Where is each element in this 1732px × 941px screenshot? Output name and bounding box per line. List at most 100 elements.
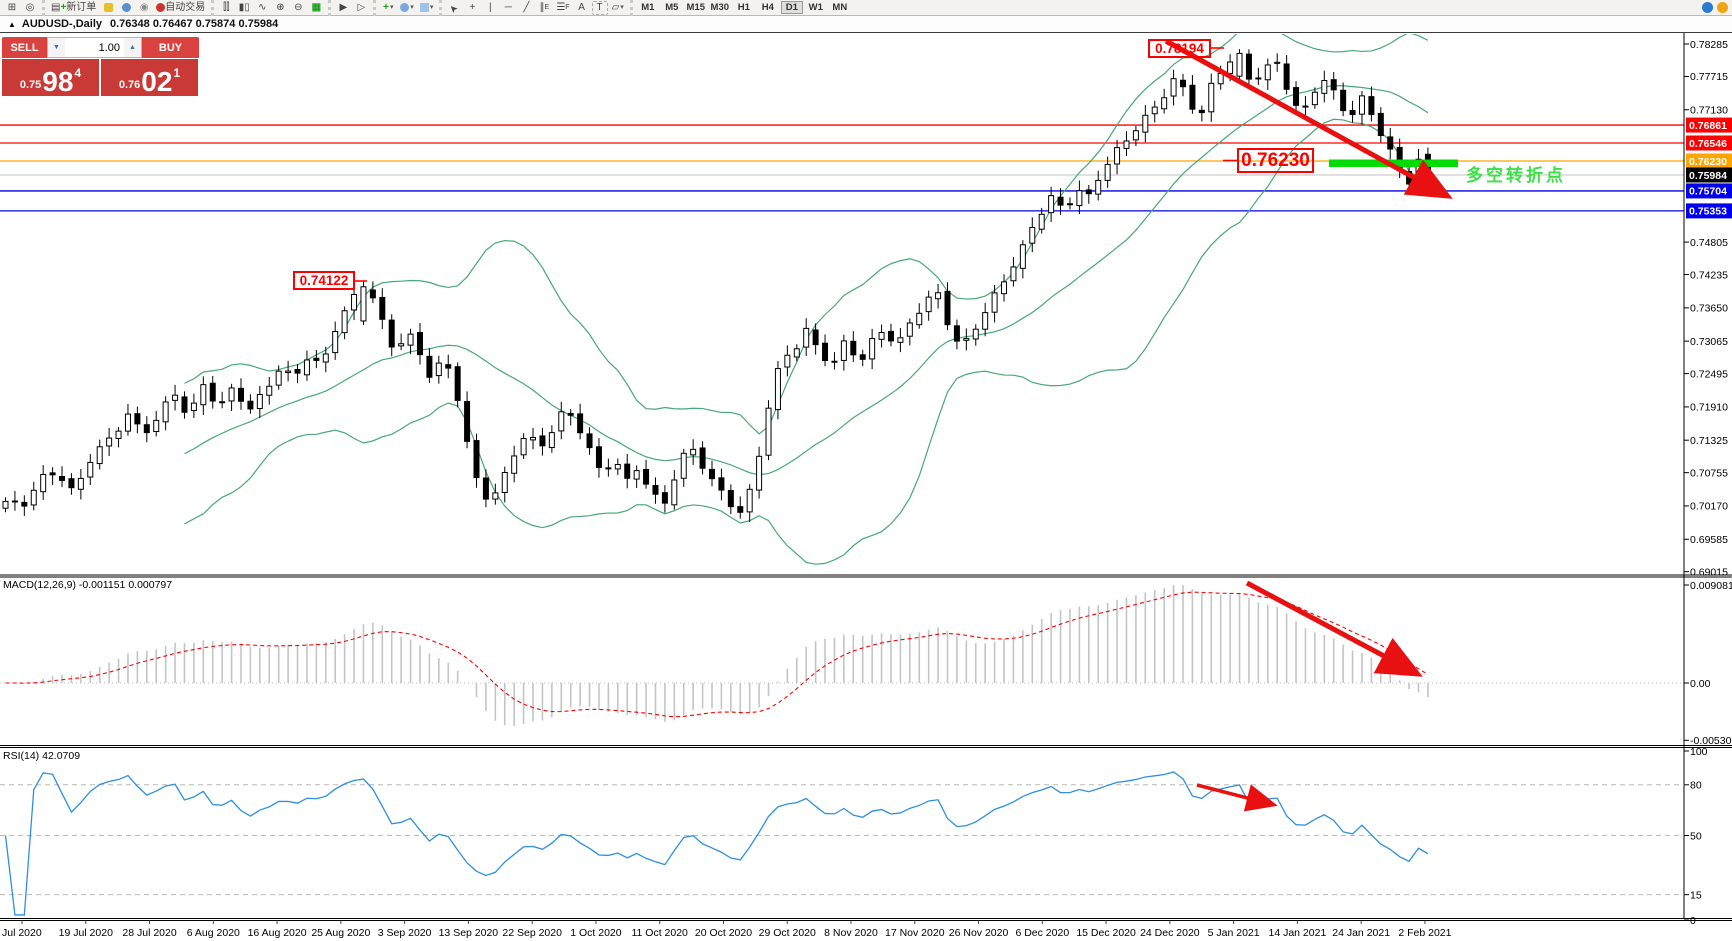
svg-text:25 Aug 2020: 25 Aug 2020 [311,927,370,939]
crosshair-icon[interactable]: + [469,1,476,13]
svg-text:0.77130: 0.77130 [1690,105,1728,117]
svg-text:29 Oct 2020: 29 Oct 2020 [759,927,816,939]
bid-price-box[interactable]: 0.75 98 4 [2,59,99,96]
profile-button[interactable] [118,1,134,15]
volume-down-button[interactable]: ▼ [48,38,65,57]
tf-mn[interactable]: MN [832,2,848,13]
toolbar-group-charttype: ⫿⫿ ▮▯ ∿ ⊕ ⊖ ▦ [211,0,328,16]
signals-button[interactable]: ◉ [136,1,152,15]
toolbar: ⊞ ◎ ▤ + 新订单 ◉ 自动交易 ⫿⫿ ▮▯ ∿ ⊕ ⊖ ▦ ▶ ▷ [0,0,1732,16]
svg-text:0.77715: 0.77715 [1690,71,1728,83]
chart-window-icon[interactable]: ⊞ [7,1,17,13]
rsi-label: RSI(14) 42.0709 [3,750,81,762]
line-chart-icon[interactable]: ∿ [258,1,267,13]
tf-m30[interactable]: M30 [710,2,730,13]
tile-windows-icon[interactable]: ▦ [311,1,322,13]
search-icon[interactable] [1717,2,1728,13]
autotrade-button[interactable]: 自动交易 [154,1,207,15]
svg-text:0.00: 0.00 [1690,678,1711,690]
one-click-trade-panel: SELL ▼ 1.00 ▲ BUY 0.75 98 4 0.76 02 1 [2,37,199,96]
tf-m15[interactable]: M15 [686,2,706,13]
periods-icon [400,3,410,12]
high-price-label[interactable]: 0.78194 [1148,39,1211,58]
volume-up-button[interactable]: ▲ [124,38,141,57]
ask-price-box[interactable]: 0.76 02 1 [101,59,198,96]
cursor-icon[interactable]: ➤ [447,0,461,15]
toolbar-right [1702,2,1732,13]
pivot-annotation-text[interactable]: 多空转折点 [1466,166,1566,185]
shapes-button[interactable]: ▱ ▾ [611,1,624,13]
sell-button[interactable]: SELL [2,37,47,58]
bar-chart-icon[interactable]: ⫿⫿ [223,1,230,13]
tf-m5[interactable]: M5 [665,2,679,13]
channel-icon[interactable]: ∥ E [539,1,550,13]
bid-price-big: 98 [42,65,74,97]
tf-m1[interactable]: M1 [641,2,655,13]
svg-text:13 Sep 2020: 13 Sep 2020 [439,927,499,939]
bid-price-prefix: 0.75 [19,79,42,91]
chart-shift-icon[interactable]: ▷ [357,1,366,13]
tf-w1[interactable]: W1 [808,2,823,13]
fibonacci-icon[interactable]: ☰ F [556,1,570,13]
svg-text:0.75704: 0.75704 [1689,186,1727,198]
autotrade-icon [156,3,166,12]
svg-text:6 Aug 2020: 6 Aug 2020 [187,927,240,939]
buy-button[interactable]: BUY [142,37,199,58]
svg-text:3 Sep 2020: 3 Sep 2020 [378,927,432,939]
new-order-icon: ▤ [51,1,61,13]
svg-text:0.73065: 0.73065 [1690,336,1728,348]
periods-button[interactable]: ▾ [398,1,416,15]
svg-text:15: 15 [1690,889,1702,901]
svg-text:22 Sep 2020: 22 Sep 2020 [502,927,562,939]
candlestick-icon[interactable]: ▮▯ [238,1,250,13]
svg-text:0.76546: 0.76546 [1689,138,1727,150]
styler-button[interactable] [100,1,116,15]
new-order-label: 新订单 [66,1,97,13]
svg-text:100: 100 [1690,746,1708,758]
macd-main-value: -0.001151 [78,579,126,591]
swing-high-price-label[interactable]: 0.74122 [293,271,355,290]
tf-h1[interactable]: H1 [737,2,750,13]
horizontal-lines-layer [0,124,1684,212]
text-tool-button[interactable]: A [578,1,585,13]
chart-titlebar: ▲ AUDUSD-,Daily 0.76348 0.76467 0.75874 … [0,16,1732,33]
svg-text:80: 80 [1690,780,1702,792]
svg-text:0.009081: 0.009081 [1690,580,1732,592]
trendline-icon[interactable]: ╱ [523,1,530,13]
rsi-value: 42.0709 [42,750,81,762]
volume-input[interactable]: 1.00 [98,41,120,54]
bid-price-pip: 4 [74,66,82,80]
zoom-out-icon[interactable]: ⊖ [294,1,303,13]
hline-icon[interactable]: ─ [504,1,512,13]
svg-text:0.76861: 0.76861 [1689,120,1727,132]
templates-button[interactable]: ▾ [418,1,436,15]
zoom-in-icon[interactable]: ⊕ [276,1,285,13]
svg-text:0.74805: 0.74805 [1690,237,1728,249]
indicators-button[interactable]: + ▾ [383,1,394,13]
notifications-icon[interactable] [1702,2,1713,13]
rsi-layer [0,771,1684,916]
svg-text:0.69585: 0.69585 [1690,534,1728,546]
zoom-window-icon[interactable]: ◎ [25,1,35,13]
svg-text:0.76230: 0.76230 [1689,156,1727,168]
tf-h4[interactable]: H4 [761,2,774,13]
svg-text:0.70755: 0.70755 [1690,467,1728,479]
chart-title-symbol: AUDUSD-,Daily [21,18,102,30]
styler-icon [103,3,113,12]
templates-icon [419,3,429,12]
support-price-label[interactable]: 0.76230 [1237,148,1314,173]
new-order-button[interactable]: ▤ + 新订单 [49,1,98,15]
svg-text:28 Jul 2020: 28 Jul 2020 [122,927,176,939]
macd-label: MACD(12,26,9) -0.001151 0.000797 [3,579,173,591]
svg-text:24 Dec 2020: 24 Dec 2020 [1140,927,1200,939]
macd-signal-value: 0.000797 [128,579,173,591]
label-tool-button[interactable]: T [591,0,608,15]
vline-icon[interactable]: | [489,1,492,13]
svg-text:0: 0 [1690,915,1696,927]
tf-d1[interactable]: D1 [780,1,803,14]
signals-icon: ◉ [139,1,149,13]
svg-text:0.75984: 0.75984 [1689,170,1727,182]
autoscroll-icon[interactable]: ▶ [339,1,348,13]
